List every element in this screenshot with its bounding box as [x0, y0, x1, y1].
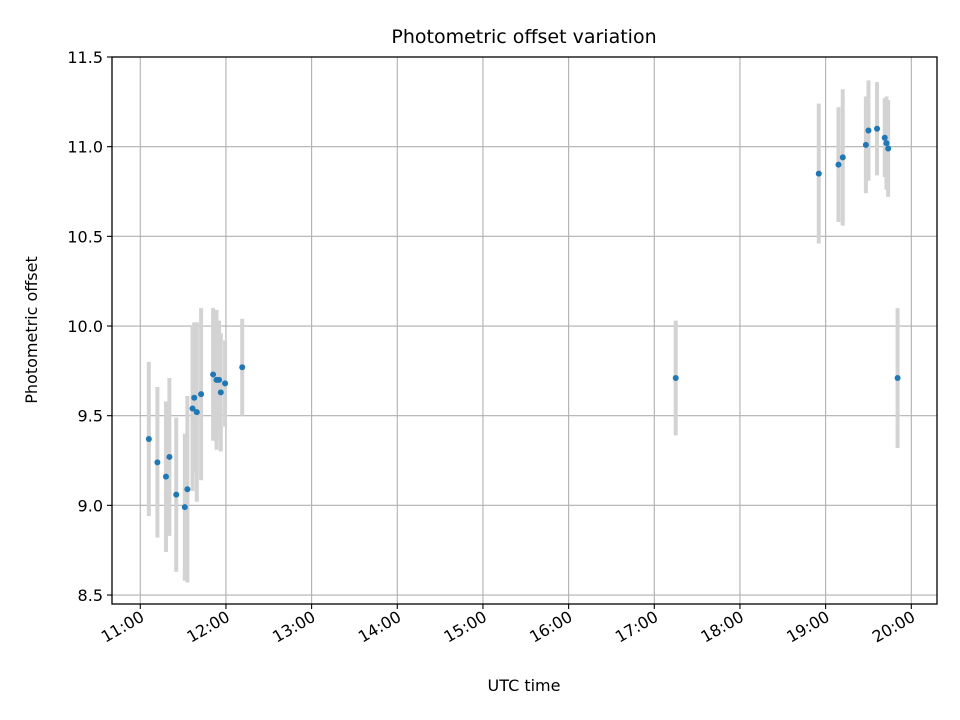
data-point	[162, 473, 169, 480]
y-axis-title: Photometric offset	[22, 256, 41, 404]
y-tick-label: 10.0	[67, 317, 103, 336]
data-point	[672, 375, 679, 382]
data-point	[862, 141, 869, 148]
data-point	[839, 154, 846, 161]
x-axis-title: UTC time	[488, 676, 561, 695]
y-tick-label: 8.5	[78, 586, 103, 605]
y-tick-label: 10.5	[67, 227, 103, 246]
data-point	[181, 504, 188, 511]
data-point	[883, 140, 890, 147]
data-point	[865, 127, 872, 134]
data-point	[191, 394, 198, 401]
data-points	[145, 125, 901, 511]
y-tick-label: 11.0	[67, 138, 103, 157]
plot-frame	[111, 56, 938, 605]
data-point	[173, 491, 180, 498]
data-point	[184, 486, 191, 493]
data-point	[815, 170, 822, 177]
y-tick-label: 9.5	[78, 407, 103, 426]
data-point	[222, 380, 229, 387]
chart-title: Photometric offset variation	[391, 26, 656, 48]
data-point	[894, 375, 901, 382]
data-point	[874, 125, 881, 132]
y-tick-label: 11.5	[67, 48, 103, 67]
data-point	[835, 161, 842, 168]
data-point	[239, 364, 246, 371]
data-point	[198, 391, 205, 398]
data-point	[189, 405, 196, 412]
data-point	[216, 376, 223, 383]
y-tick-label: 9.0	[78, 496, 103, 515]
data-point	[217, 389, 224, 396]
data-point	[145, 436, 152, 443]
data-point	[166, 453, 173, 460]
data-point	[885, 145, 892, 152]
grid	[112, 56, 937, 604]
data-point	[193, 409, 200, 416]
data-point	[210, 371, 217, 378]
data-point	[154, 459, 161, 466]
y-axis: 8.5 9.0 9.5 10.0 10.5 11.0 11.5	[67, 48, 112, 605]
data-point	[881, 134, 888, 141]
